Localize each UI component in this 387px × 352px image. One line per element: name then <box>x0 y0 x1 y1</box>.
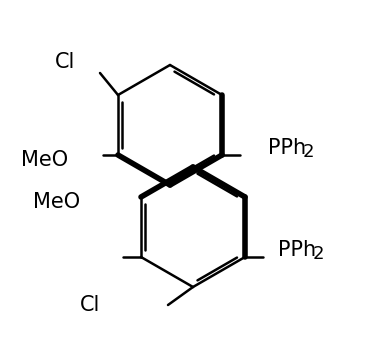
Text: MeO: MeO <box>21 150 68 170</box>
Text: 2: 2 <box>303 143 315 161</box>
Text: PPh: PPh <box>268 138 306 158</box>
Text: Cl: Cl <box>80 295 100 315</box>
Text: 2: 2 <box>313 245 325 263</box>
Text: PPh: PPh <box>278 240 316 260</box>
Text: Cl: Cl <box>55 52 75 72</box>
Text: MeO: MeO <box>33 192 80 212</box>
